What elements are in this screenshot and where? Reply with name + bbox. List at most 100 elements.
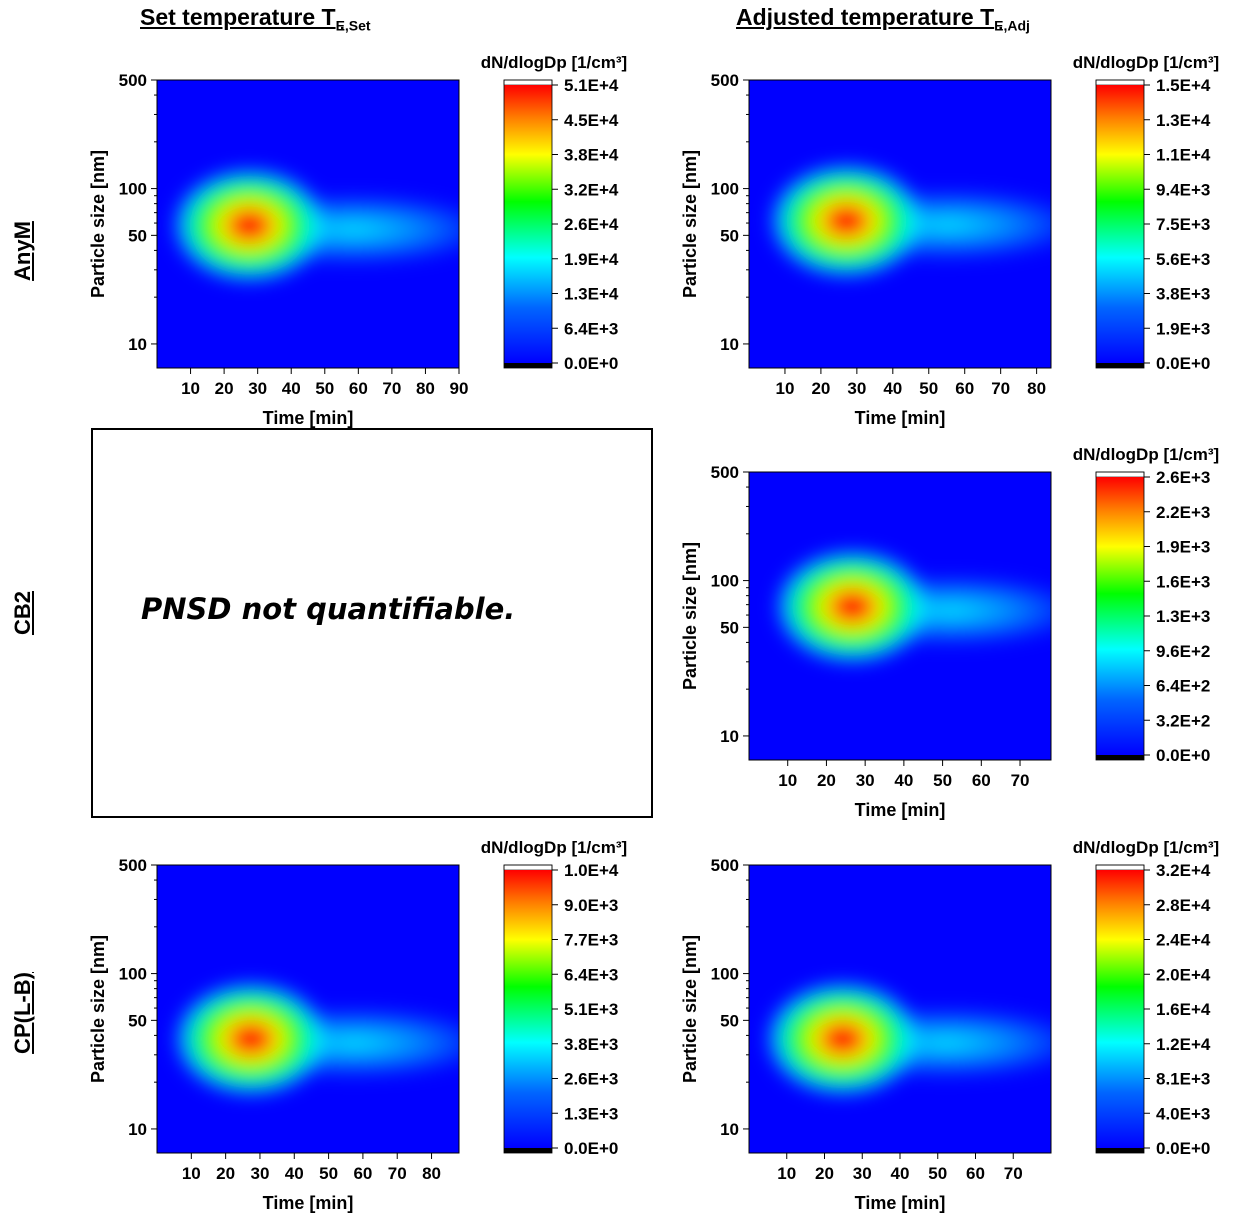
x-tick-label: 40: [894, 771, 913, 790]
colorbar-tick-label: 1.9E+3: [1156, 538, 1210, 557]
colorbar-tick-label: 0.0E+0: [1156, 1139, 1210, 1158]
colorbar-tick-label: 5.1E+3: [564, 1000, 618, 1019]
colorbar-title: dN/dlogDp [1/cm³]: [481, 53, 627, 72]
row-label-cpl-b: CP(L-B): [10, 972, 35, 1054]
colorbar-tick-label: 3.2E+2: [1156, 711, 1210, 730]
colorbar: [504, 85, 552, 363]
x-axis-label: Time [min]: [263, 408, 354, 428]
y-tick-label: 10: [720, 727, 739, 746]
x-tick-label: 40: [282, 379, 301, 398]
colorbar-tick-label: 0.0E+0: [564, 1139, 618, 1158]
column-title-set: Set temperature TE,Set: [140, 4, 371, 34]
x-axis-label: Time [min]: [855, 1193, 946, 1213]
colorbar-title: dN/dlogDp [1/cm³]: [1073, 838, 1219, 857]
colorbar-tick-label: 1.3E+3: [564, 1104, 618, 1123]
y-tick-label: 100: [711, 180, 739, 199]
y-tick-label: 500: [119, 71, 147, 90]
y-tick-label: 50: [128, 226, 147, 245]
colorbar-tick-label: 1.9E+3: [1156, 319, 1210, 338]
x-tick-label: 40: [883, 379, 902, 398]
colorbar-tick-label: 1.3E+3: [1156, 607, 1210, 626]
x-tick-label: 20: [215, 379, 234, 398]
colorbar-tick-label: 1.1E+4: [1156, 146, 1211, 165]
colorbar-tick-label: 3.2E+4: [564, 180, 619, 199]
mode-peak: [774, 548, 931, 665]
colorbar-tick-label: 9.4E+3: [1156, 180, 1210, 199]
colorbar-tick-label: 9.0E+3: [564, 896, 618, 915]
colorbar-tick-label: 1.5E+4: [1156, 76, 1211, 95]
x-tick-label: 30: [853, 1164, 872, 1183]
colorbar-bottom-cap: [504, 363, 552, 368]
colorbar-bottom-cap: [1096, 1148, 1144, 1153]
colorbar-tick-label: 1.0E+4: [564, 861, 619, 880]
y-tick-label: 50: [720, 1011, 739, 1030]
colorbar-tick-label: 3.2E+4: [1156, 861, 1211, 880]
mode-peak: [173, 980, 330, 1097]
colorbar-top-cap: [503, 864, 553, 871]
y-axis-label: Particle size [nm]: [680, 150, 700, 298]
colorbar-tick-label: 8.1E+3: [1156, 1070, 1210, 1089]
colorbar-title: dN/dlogDp [1/cm³]: [1073, 445, 1219, 464]
colorbar-tick-label: 0.0E+0: [564, 354, 618, 373]
colorbar-tick-label: 9.6E+2: [1156, 642, 1210, 661]
colorbar-tick-label: 2.6E+4: [564, 215, 619, 234]
plot-frame: [156, 864, 460, 1154]
row-label-anym: AnyM: [10, 221, 35, 281]
heatmap-field: [774, 548, 1051, 665]
y-tick-label: 10: [128, 1120, 147, 1139]
x-tick-label: 80: [416, 379, 435, 398]
colorbar-tick-label: 7.7E+3: [564, 931, 618, 950]
colorbar-tick-label: 1.9E+4: [564, 250, 619, 269]
colorbar-tick-label: 3.8E+3: [1156, 285, 1210, 304]
plot-frame: [156, 79, 460, 369]
x-tick-label: 30: [856, 771, 875, 790]
colorbar-tick-label: 0.0E+0: [1156, 354, 1210, 373]
mode-peak: [764, 980, 921, 1097]
y-tick-label: 10: [720, 1120, 739, 1139]
x-tick-label: 10: [181, 379, 200, 398]
colorbar-tick-label: 2.6E+3: [564, 1070, 618, 1089]
x-axis-label: Time [min]: [855, 800, 946, 820]
heatmap-anym-set: 10 20 30 40 50 60 70 80 90 Time [min] 10 50 100 500 Pa…: [88, 53, 627, 428]
colorbar-tick-label: 5.1E+4: [564, 76, 619, 95]
colorbar-top-cap: [503, 79, 553, 86]
mode-peak: [768, 162, 925, 279]
colorbar-tick-label: 2.4E+4: [1156, 931, 1211, 950]
colorbar-tick-label: 2.6E+3: [1156, 468, 1210, 487]
y-tick-label: 100: [711, 572, 739, 591]
heatmap-anym-adjusted: 10 20 30 40 50 60 70 80 Time [min] 10 50 100 500 Part…: [680, 53, 1219, 428]
x-tick-label: 60: [966, 1164, 985, 1183]
colorbar-bottom-cap: [504, 1148, 552, 1153]
colorbar-tick-label: 0.0E+0: [1156, 746, 1210, 765]
colorbar-tick-label: 3.8E+3: [564, 1035, 618, 1054]
colorbar-title: dN/dlogDp [1/cm³]: [1073, 53, 1219, 72]
colorbar-bottom-cap: [1096, 363, 1144, 368]
colorbar-tick-label: 1.3E+4: [1156, 111, 1211, 130]
colorbar-tick-label: 1.6E+3: [1156, 572, 1210, 591]
x-tick-label: 70: [1004, 1164, 1023, 1183]
colorbar-top-cap: [1095, 471, 1145, 478]
colorbar: [504, 870, 552, 1148]
plot-frame: [748, 79, 1052, 369]
colorbar-tick-label: 5.6E+3: [1156, 250, 1210, 269]
y-tick-label: 10: [128, 335, 147, 354]
x-tick-label: 80: [1027, 379, 1046, 398]
colorbar-top-cap: [1095, 79, 1145, 86]
y-axis-label: Particle size [nm]: [88, 935, 108, 1083]
heatmap-cpl-b-set: 10 20 30 40 50 60 70 80 Time [min] 10 50 100 500 Part…: [88, 838, 627, 1213]
x-tick-label: 50: [319, 1164, 338, 1183]
column-title-adjusted: Adjusted temperature TE,Adj: [736, 4, 1030, 34]
x-tick-label: 60: [349, 379, 368, 398]
colorbar-tick-label: 6.4E+3: [564, 965, 618, 984]
colorbar-tick-label: 1.6E+4: [1156, 1000, 1211, 1019]
heatmap-cpl-b-adjusted: 10 20 30 40 50 60 70 Time [min] 10 50 100 500 Partic…: [680, 838, 1219, 1213]
colorbar-tick-label: 2.2E+3: [1156, 503, 1210, 522]
y-tick-label: 100: [711, 965, 739, 984]
heatmap-cb2-adjusted: 10 20 30 40 50 60 70 Time [min] 10 50 100 500 Partic…: [680, 445, 1219, 820]
y-tick-label: 500: [711, 463, 739, 482]
colorbar: [1096, 85, 1144, 363]
x-tick-label: 60: [955, 379, 974, 398]
x-tick-label: 20: [216, 1164, 235, 1183]
colorbar-tick-label: 2.8E+4: [1156, 896, 1211, 915]
x-tick-label: 10: [777, 1164, 796, 1183]
